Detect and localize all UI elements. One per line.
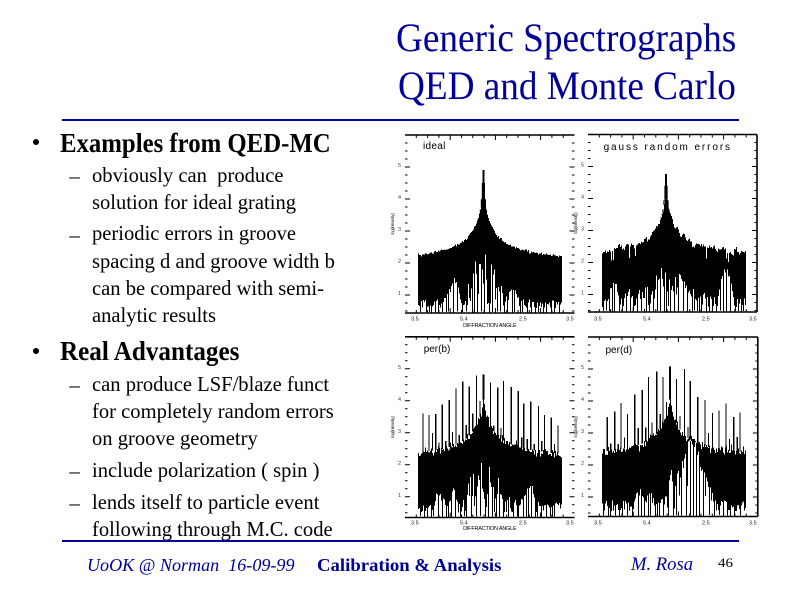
svg-text:5: 5	[398, 163, 401, 169]
svg-text:2.5: 2.5	[519, 317, 527, 323]
svg-text:log(intensity): log(intensity)	[390, 213, 395, 235]
svg-text:2: 2	[581, 461, 584, 467]
svg-text:3.5: 3.5	[594, 521, 602, 527]
svg-text:4: 4	[581, 397, 584, 403]
svg-text:3: 3	[398, 227, 401, 233]
svg-text:1: 1	[398, 291, 401, 297]
svg-text:2.5: 2.5	[519, 521, 527, 527]
svg-text:3.5: 3.5	[566, 521, 574, 527]
svg-text:1: 1	[398, 493, 401, 499]
svg-text:5.4: 5.4	[643, 521, 651, 527]
svg-text:log(intensity): log(intensity)	[573, 415, 578, 437]
svg-text:ideal: ideal	[423, 141, 446, 152]
svg-text:1: 1	[581, 291, 584, 297]
svg-text:per(b): per(b)	[424, 344, 451, 355]
svg-text:4: 4	[398, 397, 401, 403]
svg-text:3: 3	[581, 227, 584, 233]
svg-text:5.4: 5.4	[460, 521, 468, 527]
svg-text:log(intensity): log(intensity)	[390, 416, 395, 438]
svg-text:2.5: 2.5	[702, 317, 710, 323]
svg-text:2: 2	[398, 259, 401, 265]
svg-text:5: 5	[581, 365, 584, 371]
svg-text:3.5: 3.5	[566, 317, 574, 323]
svg-text:4: 4	[398, 195, 401, 201]
svg-text:per(d): per(d)	[606, 345, 633, 356]
svg-text:3.5: 3.5	[749, 317, 757, 323]
svg-text:4: 4	[581, 195, 584, 201]
svg-text:3.5: 3.5	[594, 317, 602, 323]
svg-text:3.5: 3.5	[749, 521, 757, 527]
svg-text:DIFFRACTION ANGLE: DIFFRACTION ANGLE	[463, 323, 517, 329]
svg-text:2: 2	[398, 461, 401, 467]
svg-text:5.4: 5.4	[460, 317, 468, 323]
svg-text:1: 1	[581, 493, 584, 499]
svg-text:DIFFRACTION ANGLE: DIFFRACTION ANGLE	[463, 526, 517, 532]
svg-text:5: 5	[581, 163, 584, 169]
svg-text:2.5: 2.5	[702, 521, 710, 527]
svg-text:2: 2	[581, 259, 584, 265]
svg-text:log(intensity): log(intensity)	[573, 212, 578, 234]
svg-text:3.5: 3.5	[411, 521, 419, 527]
svg-text:3.5: 3.5	[411, 317, 419, 323]
svg-text:5: 5	[398, 365, 401, 371]
svg-text:5.4: 5.4	[643, 317, 651, 323]
svg-text:3: 3	[398, 429, 401, 435]
svg-text:3: 3	[581, 429, 584, 435]
svg-text:gauss random errors: gauss random errors	[604, 142, 732, 153]
